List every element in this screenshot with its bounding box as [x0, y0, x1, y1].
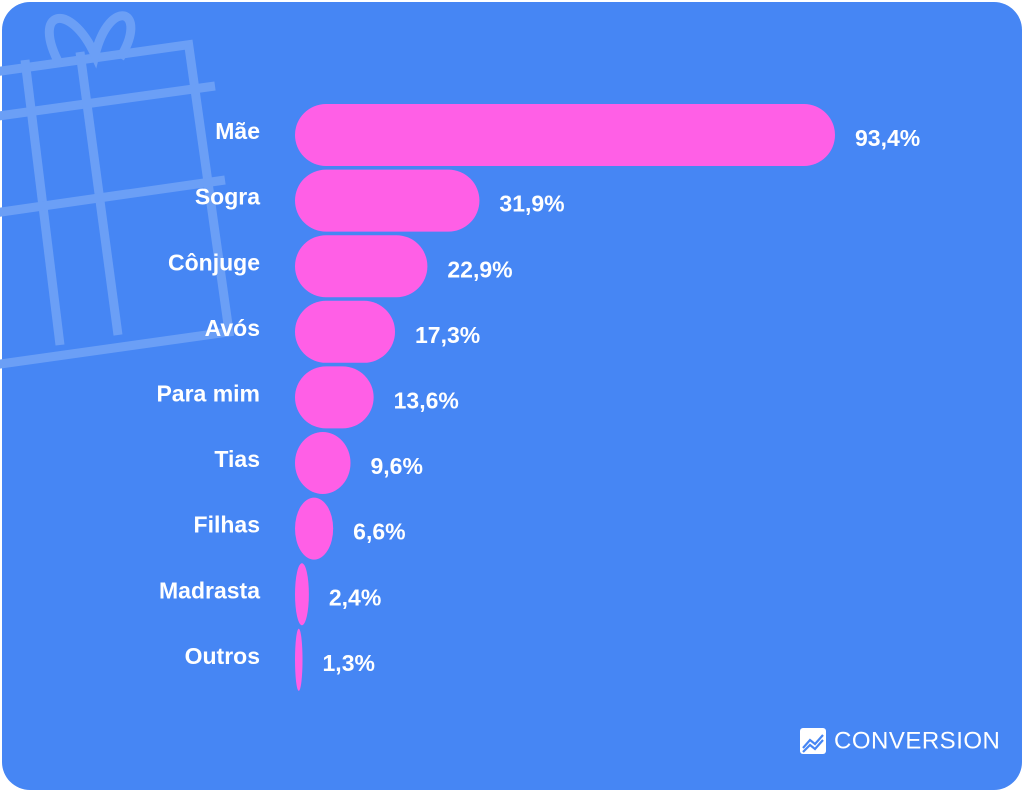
logo-mark	[802, 734, 824, 753]
value-label: 2,4%	[329, 584, 381, 610]
bar	[295, 169, 480, 232]
value-label: 31,9%	[499, 191, 564, 217]
gift-decoration	[0, 11, 235, 371]
value-label: 22,9%	[447, 256, 512, 282]
value-label: 17,3%	[415, 322, 480, 348]
bar	[295, 235, 428, 298]
value-label: 9,6%	[371, 453, 423, 479]
category-label: Tias	[214, 446, 260, 472]
category-label: Avós	[205, 315, 260, 341]
bar	[295, 628, 303, 691]
category-label: Cônjuge	[168, 249, 260, 275]
value-label: 1,3%	[323, 650, 375, 676]
value-label: 6,6%	[353, 519, 405, 545]
value-label: 93,4%	[855, 125, 920, 151]
logo: CONVERSION	[800, 727, 1000, 754]
category-label: Mãe	[215, 118, 260, 144]
bar	[295, 563, 309, 626]
category-label: Filhas	[194, 512, 260, 538]
category-label: Outros	[185, 643, 260, 669]
category-label: Madrasta	[159, 577, 260, 603]
bar	[295, 432, 351, 494]
bar	[295, 366, 374, 429]
category-label: Para mim	[156, 380, 260, 406]
bar	[295, 300, 396, 363]
brand: CONVERSION	[834, 727, 1000, 754]
value-label: 13,6%	[394, 387, 459, 413]
category-label: Sogra	[195, 184, 260, 210]
bar	[295, 104, 835, 166]
bar	[295, 497, 334, 560]
